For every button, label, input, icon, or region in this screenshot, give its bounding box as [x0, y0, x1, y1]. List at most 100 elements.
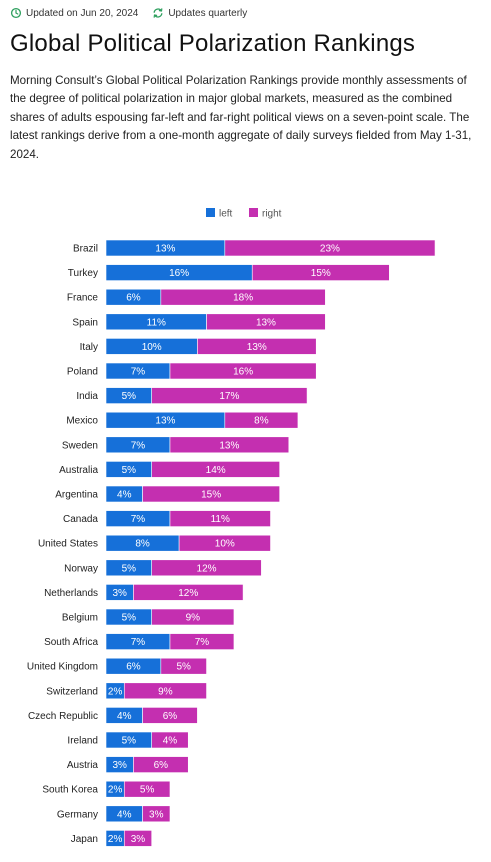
data-label-right: 15% — [201, 490, 221, 501]
category-label: India — [76, 391, 98, 402]
bar-right[interactable] — [133, 584, 244, 601]
data-label-left: 3% — [112, 588, 127, 599]
bar-right[interactable] — [123, 830, 152, 847]
bar-right[interactable] — [142, 707, 198, 724]
category-label: United States — [38, 539, 98, 550]
category-label: Czech Republic — [28, 711, 98, 722]
bar-right[interactable] — [142, 485, 280, 503]
update-frequency-label: Updates quarterly — [168, 7, 248, 19]
data-label-left: 2% — [108, 834, 123, 845]
legend-swatch-left[interactable] — [206, 208, 215, 217]
category-label: Poland — [67, 367, 98, 378]
category-label: Australia — [59, 465, 98, 476]
bar-right[interactable] — [169, 362, 317, 380]
data-label-left: 4% — [117, 490, 132, 501]
data-label-right: 6% — [163, 711, 178, 722]
bar-right[interactable] — [197, 338, 317, 355]
bar-right[interactable] — [142, 805, 171, 823]
bar-right[interactable] — [206, 313, 326, 331]
data-label-right: 8% — [254, 416, 269, 427]
data-label-right: 17% — [219, 391, 239, 402]
bar-right[interactable] — [123, 682, 207, 700]
category-label: Sweden — [62, 440, 98, 451]
data-label-right: 15% — [311, 268, 331, 279]
category-label: Mexico — [66, 416, 98, 427]
legend-swatch-right[interactable] — [249, 208, 258, 217]
bar-right[interactable] — [169, 510, 271, 527]
bar-right[interactable] — [151, 387, 308, 404]
data-label-left: 5% — [122, 465, 137, 476]
bar-right[interactable] — [169, 633, 235, 650]
data-label-right: 13% — [247, 342, 267, 353]
bar-right[interactable] — [251, 264, 390, 281]
bar-right[interactable] — [224, 239, 436, 257]
bar-right[interactable] — [160, 288, 326, 306]
category-label: Japan — [71, 834, 98, 845]
category-label: Austria — [67, 760, 99, 771]
data-label-left: 7% — [131, 514, 146, 525]
category-label: Norway — [64, 563, 98, 574]
bar-right[interactable] — [160, 657, 207, 675]
page-description: Morning Consult’s Global Political Polar… — [10, 74, 472, 161]
bar-right[interactable] — [133, 756, 189, 773]
data-label-right: 14% — [206, 465, 226, 476]
data-label-left: 7% — [131, 367, 146, 378]
data-label-right: 3% — [131, 834, 146, 845]
data-label-left: 7% — [131, 440, 146, 451]
bar-right[interactable] — [178, 534, 271, 552]
data-label-right: 10% — [215, 539, 235, 550]
data-label-right: 12% — [178, 588, 198, 599]
data-label-left: 10% — [142, 342, 162, 353]
category-label: United Kingdom — [27, 662, 98, 673]
data-label-right: 13% — [219, 440, 239, 451]
data-label-left: 13% — [155, 416, 175, 427]
data-label-left: 7% — [131, 637, 146, 648]
data-label-right: 16% — [233, 367, 253, 378]
updated-label: Updated on Jun 20, 2024 — [26, 7, 139, 19]
bar-right[interactable] — [151, 559, 262, 577]
category-label: Spain — [72, 317, 98, 328]
category-label: Argentina — [55, 490, 98, 501]
data-label-left: 4% — [117, 711, 132, 722]
category-label: Canada — [63, 514, 98, 525]
category-label: Turkey — [68, 268, 98, 279]
data-label-right: 18% — [233, 293, 253, 304]
data-label-left: 5% — [122, 563, 137, 574]
category-label: Switzerland — [46, 686, 98, 697]
bar-right[interactable] — [151, 461, 280, 478]
data-label-right: 11% — [211, 514, 230, 525]
data-label-left: 11% — [147, 317, 166, 328]
data-label-left: 5% — [122, 613, 137, 624]
data-label-right: 9% — [158, 686, 173, 697]
bar-right[interactable] — [123, 780, 171, 798]
data-label-right: 6% — [154, 760, 169, 771]
category-label: France — [67, 293, 99, 304]
data-label-left: 6% — [126, 293, 141, 304]
data-label-right: 23% — [320, 244, 340, 255]
data-label-left: 5% — [122, 736, 137, 747]
data-label-right: 3% — [149, 809, 164, 820]
bar-right[interactable] — [224, 411, 299, 429]
data-label-left: 5% — [122, 391, 137, 402]
refresh-clock-icon — [10, 7, 22, 19]
bar-right[interactable] — [151, 608, 235, 626]
category-label: Italy — [80, 342, 98, 353]
data-label-left: 2% — [108, 785, 123, 796]
data-label-left: 6% — [126, 662, 141, 673]
data-label-left: 4% — [117, 809, 132, 820]
data-label-left: 13% — [155, 244, 175, 255]
data-label-left: 8% — [135, 539, 150, 550]
update-frequency-info: Updates quarterly — [152, 7, 247, 19]
category-label: Germany — [57, 809, 98, 820]
data-label-right: 12% — [197, 563, 217, 574]
bar-right[interactable] — [169, 436, 290, 454]
data-label-right: 13% — [256, 317, 276, 328]
data-label-right: 5% — [140, 785, 155, 796]
legend-label-right[interactable]: right — [262, 209, 282, 220]
legend-label-left[interactable]: left — [219, 209, 233, 220]
data-label-right: 4% — [163, 736, 178, 747]
bar-right[interactable] — [151, 731, 189, 749]
data-label-right: 9% — [186, 613, 201, 624]
category-label: Belgium — [62, 613, 98, 624]
